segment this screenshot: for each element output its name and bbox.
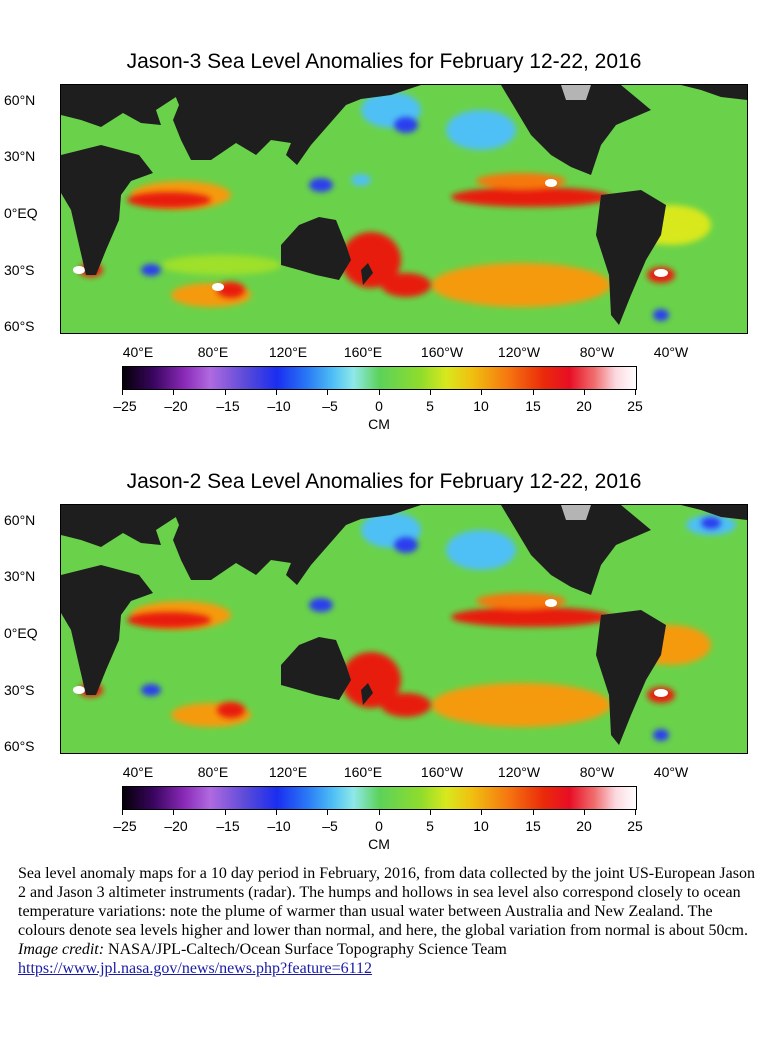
- lat-label: 0°EQ: [4, 205, 38, 221]
- colorbar-tick: [173, 810, 174, 815]
- lon-label: 40°E: [122, 764, 154, 780]
- colorbar-label: 20: [576, 818, 592, 834]
- lat-label: 60°S: [4, 738, 35, 754]
- colorbar-label: 20: [576, 398, 592, 414]
- colorbar-label: –20: [164, 398, 188, 414]
- colorbar-tick: [635, 810, 636, 815]
- colorbar-tick: [225, 810, 226, 815]
- colorbar-tick: [533, 390, 534, 395]
- credit-text: NASA/JPL-Caltech/Ocean Surface Topograph…: [104, 941, 507, 958]
- lat-label: 30°S: [4, 262, 35, 278]
- colorbar-label: –25: [113, 398, 137, 414]
- colorbar: [122, 786, 637, 810]
- lon-label: 120°E: [268, 764, 308, 780]
- colorbar-tick: [533, 810, 534, 815]
- lat-label: 30°N: [4, 148, 36, 164]
- colorbar-tick: [122, 810, 123, 815]
- colorbar-tick: [635, 390, 636, 395]
- colorbar-label: 25: [627, 818, 643, 834]
- lat-label: 60°N: [4, 512, 36, 528]
- colorbar-unit: CM: [368, 836, 390, 852]
- colorbar-tick: [173, 390, 174, 395]
- colorbar-label: 25: [627, 398, 643, 414]
- lon-label: 80°W: [579, 344, 615, 360]
- colorbar-label: 0: [375, 818, 383, 834]
- colorbar-label: –10: [267, 818, 291, 834]
- lon-label: 80°E: [197, 344, 229, 360]
- lat-label: 60°N: [4, 92, 36, 108]
- colorbar-label: 15: [525, 398, 541, 414]
- colorbar-tick: [481, 810, 482, 815]
- lon-label: 160°E: [343, 344, 383, 360]
- source-link[interactable]: https://www.jpl.nasa.gov/news/news.php?f…: [18, 960, 372, 977]
- lat-label: 30°N: [4, 568, 36, 584]
- lon-label: 40°E: [122, 344, 154, 360]
- lat-label: 0°EQ: [4, 625, 38, 641]
- lon-label: 40°W: [653, 764, 689, 780]
- map-title: Jason-2 Sea Level Anomalies for February…: [126, 470, 642, 493]
- colorbar-tick: [225, 390, 226, 395]
- colorbar-label: –25: [113, 818, 137, 834]
- lon-label: 80°E: [197, 764, 229, 780]
- colorbar-tick: [276, 810, 277, 815]
- colorbar-tick: [276, 390, 277, 395]
- colorbar-tick: [481, 390, 482, 395]
- colorbar-tick: [327, 810, 328, 815]
- lon-label: 160°W: [420, 764, 464, 780]
- colorbar-tick: [122, 390, 123, 395]
- colorbar-tick: [430, 810, 431, 815]
- colorbar-label: –15: [216, 818, 240, 834]
- colorbar-tick: [584, 810, 585, 815]
- colorbar-label: 5: [426, 818, 434, 834]
- lon-label: 40°W: [653, 344, 689, 360]
- colorbar-label: 15: [525, 818, 541, 834]
- colorbar-unit: CM: [368, 416, 390, 432]
- colorbar-label: 10: [473, 398, 489, 414]
- sea-level-map-graphic: [61, 85, 747, 333]
- colorbar-tick: [379, 390, 380, 395]
- colorbar-label: 0: [375, 398, 383, 414]
- colorbar-tick: [379, 810, 380, 815]
- colorbar-label: –10: [267, 398, 291, 414]
- sea-level-map-graphic: [61, 505, 747, 753]
- sea-level-map: [60, 84, 748, 334]
- lon-label: 120°W: [497, 344, 541, 360]
- sea-level-map: [60, 504, 748, 754]
- lon-label: 80°W: [579, 764, 615, 780]
- colorbar: [122, 366, 637, 390]
- colorbar-tick: [584, 390, 585, 395]
- caption-text: Sea level anomaly maps for a 10 day peri…: [18, 865, 755, 939]
- lon-label: 160°W: [420, 344, 464, 360]
- credit-label: Image credit:: [18, 941, 105, 958]
- colorbar-label: 5: [426, 398, 434, 414]
- colorbar-label: –5: [322, 818, 338, 834]
- image-credit: Image credit: NASA/JPL-Caltech/Ocean Sur…: [18, 940, 758, 959]
- lat-label: 60°S: [4, 318, 35, 334]
- colorbar-label: –15: [216, 398, 240, 414]
- colorbar-label: –5: [322, 398, 338, 414]
- colorbar-label: –20: [164, 818, 188, 834]
- map-title: Jason-3 Sea Level Anomalies for February…: [126, 50, 642, 73]
- colorbar-label: 10: [473, 818, 489, 834]
- lon-label: 120°E: [268, 344, 308, 360]
- lon-label: 120°W: [497, 764, 541, 780]
- lon-label: 160°E: [343, 764, 383, 780]
- lat-label: 30°S: [4, 682, 35, 698]
- colorbar-tick: [327, 390, 328, 395]
- caption: Sea level anomaly maps for a 10 day peri…: [18, 864, 758, 978]
- colorbar-tick: [430, 390, 431, 395]
